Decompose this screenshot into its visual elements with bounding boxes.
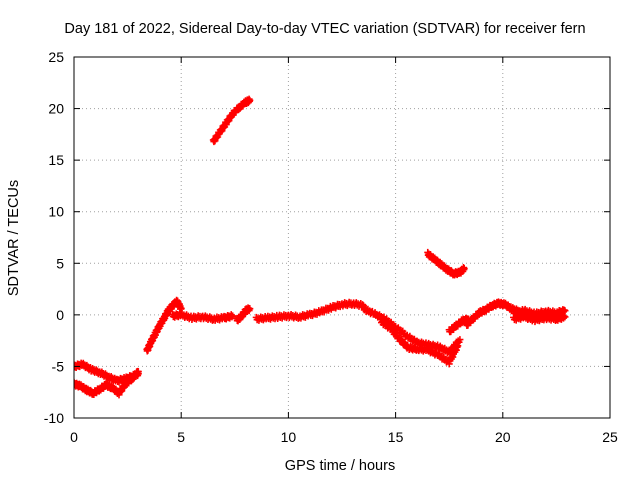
- data-point: [454, 342, 462, 350]
- series-track-h: [359, 303, 464, 357]
- series-track-k: [424, 248, 468, 279]
- series-track-e: [233, 304, 254, 325]
- x-tick-label: 15: [388, 429, 404, 445]
- series-track-m: [510, 312, 569, 326]
- y-tick-label: 5: [56, 255, 64, 271]
- data-point: [561, 307, 569, 315]
- chart-title: Day 181 of 2022, Sidereal Day-to-day VTE…: [64, 21, 585, 37]
- plot-frame: [73, 56, 611, 419]
- series-track-n: [510, 305, 569, 319]
- data-point: [246, 96, 254, 104]
- data-point: [460, 264, 468, 272]
- series-track-d: [169, 309, 237, 324]
- series-track-f: [209, 95, 254, 146]
- data-point: [229, 312, 237, 320]
- data-point: [177, 305, 185, 313]
- y-tick-label: 10: [48, 204, 64, 220]
- grid-lines: [74, 57, 610, 418]
- series-track-j: [445, 314, 472, 336]
- axis-ticks: 0 5 10 15 20 25 -10 -5 0 5 10 15 20 25: [44, 49, 618, 445]
- y-tick-label: 15: [48, 152, 64, 168]
- x-tick-label: 5: [177, 429, 185, 445]
- series-track-b: [74, 367, 142, 399]
- x-tick-label: 20: [495, 429, 511, 445]
- series-track-g: [252, 298, 367, 324]
- y-tick-label: -5: [52, 358, 65, 374]
- series-track-i: [377, 315, 462, 368]
- x-axis-label: GPS time / hours: [285, 458, 395, 474]
- y-tick-label: -10: [44, 410, 64, 426]
- y-axis-label: SDTVAR / TECUs: [6, 180, 22, 296]
- data-point: [246, 305, 254, 313]
- x-tick-label: 10: [281, 429, 297, 445]
- data-series: [74, 95, 569, 399]
- x-tick-label: 25: [602, 429, 618, 445]
- data-point: [561, 313, 569, 321]
- y-tick-label: 20: [48, 101, 64, 117]
- series-track-c: [143, 296, 185, 355]
- data-point: [456, 336, 464, 344]
- y-tick-label: 0: [56, 307, 64, 323]
- x-tick-label: 0: [70, 429, 78, 445]
- y-tick-label: 25: [48, 49, 64, 65]
- data-point: [134, 368, 142, 376]
